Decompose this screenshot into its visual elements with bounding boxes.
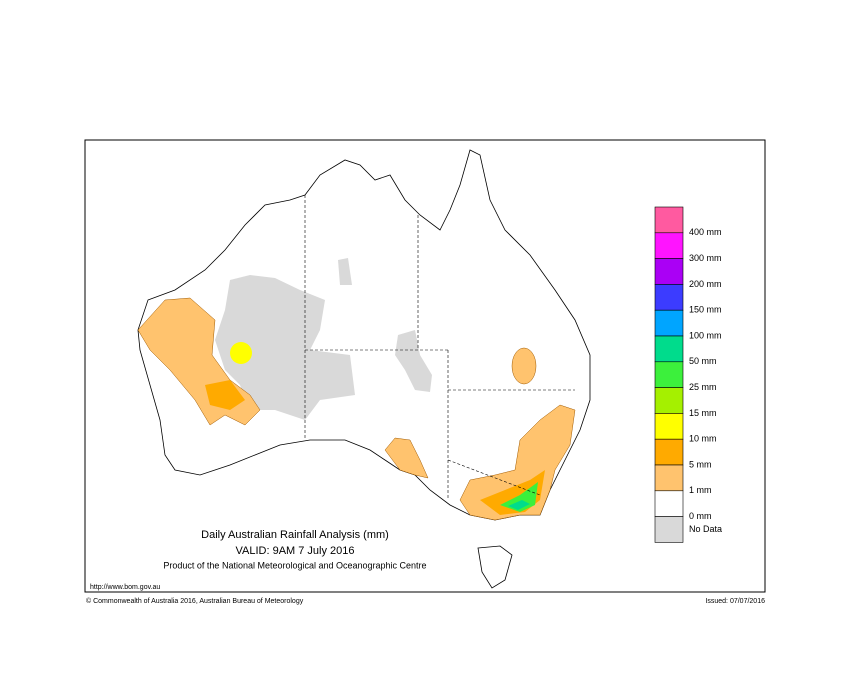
tasmania	[477, 545, 513, 589]
legend-swatch	[654, 490, 684, 517]
legend-swatch	[654, 413, 684, 440]
no-data-area	[215, 275, 355, 420]
rain-area	[384, 437, 429, 479]
legend-label: 0 mm	[689, 511, 712, 521]
legend-swatch	[654, 309, 684, 337]
legend-swatch	[654, 516, 684, 543]
legend-label: 200 mm	[689, 279, 722, 289]
legend-swatch	[654, 232, 684, 259]
legend-label: 15 mm	[689, 408, 717, 418]
legend-label: 25 mm	[689, 382, 717, 392]
legend-label: No Data	[689, 524, 722, 534]
legend-label: 400 mm	[689, 227, 722, 237]
rain-area	[205, 380, 245, 410]
legend-label: 150 mm	[689, 305, 722, 315]
map-title: Daily Australian Rainfall Analysis (mm)	[201, 529, 389, 541]
rain-area	[230, 342, 252, 364]
state-borders	[304, 195, 575, 500]
valid-time: VALID: 9AM 7 July 2016	[235, 545, 354, 557]
legend-swatch	[654, 464, 684, 492]
rain-area	[511, 347, 537, 385]
legend-label: 100 mm	[689, 330, 722, 340]
legend-swatch	[654, 438, 684, 466]
australia	[137, 149, 591, 521]
legend-swatch	[654, 258, 684, 285]
legend: 400 mm 300 mm 200 mm 150 mm 100 mm 50 mm 25 mm…	[654, 206, 722, 543]
legend-swatch	[654, 335, 684, 363]
rain-area	[508, 500, 530, 510]
legend-swatch	[654, 387, 684, 414]
rain-area	[459, 404, 576, 521]
no-data-area	[338, 258, 352, 285]
legend-swatch	[654, 206, 684, 234]
copyright: © Commonwealth of Australia 2016, Austra…	[86, 597, 304, 605]
legend-label: 300 mm	[689, 253, 722, 263]
url: http://www.bom.gov.au	[90, 584, 160, 591]
legend-swatch	[654, 284, 684, 311]
no-data-area	[395, 330, 432, 392]
legend-label: 50 mm	[689, 356, 717, 366]
legend-label: 1 mm	[689, 485, 712, 495]
issued-date: Issued: 07/07/2016	[705, 598, 765, 605]
legend-label: 10 mm	[689, 434, 717, 444]
legend-label: 5 mm	[689, 459, 712, 469]
map	[137, 149, 591, 589]
legend-swatch	[654, 361, 684, 388]
product-note: Product of the National Meteorological a…	[163, 560, 426, 570]
